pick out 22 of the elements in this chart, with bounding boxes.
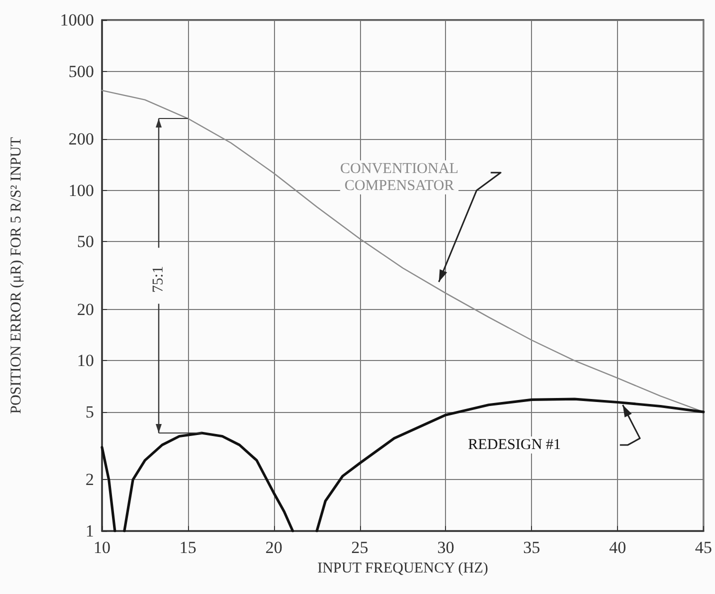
series-label: CONVENTIONAL COMPENSATOR <box>340 160 458 194</box>
x-tick-label: 45 <box>695 538 712 557</box>
x-tick-label: 40 <box>609 538 626 557</box>
y-tick-label: 20 <box>77 300 94 319</box>
y-tick-label: 200 <box>68 130 94 149</box>
y-tick-label: 100 <box>68 180 94 200</box>
y-tick-label: 50 <box>77 232 94 252</box>
y-tick-label: 2 <box>86 470 94 490</box>
y-axis-title: POSITION ERROR (μR) FOR 5 R/S² INPUT <box>8 137 24 414</box>
x-axis-title: INPUT FREQUENCY (HZ) <box>317 560 488 576</box>
y-tick-label: 1 <box>86 522 94 540</box>
series-label: REDESIGN #1 <box>468 436 561 453</box>
x-tick-label: 20 <box>265 538 282 557</box>
x-tick-label: 25 <box>351 538 368 557</box>
y-tick-label: 10 <box>77 351 94 370</box>
y-tick-label: 500 <box>68 62 94 81</box>
annotation: 75:1 <box>150 266 167 293</box>
x-tick-label: 30 <box>437 538 454 557</box>
x-tick-label: 35 <box>523 538 540 557</box>
x-tick-label: 15 <box>179 538 196 557</box>
y-tick-label: 1000 <box>60 10 94 30</box>
y-tick-label: 5 <box>86 402 94 422</box>
